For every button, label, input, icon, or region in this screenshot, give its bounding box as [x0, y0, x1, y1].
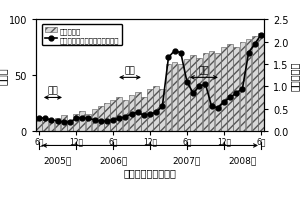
Bar [80, 111, 85, 131]
Bar [85, 115, 91, 131]
Text: 植え付け後経過年月: 植え付け後経過年月 [124, 167, 176, 177]
Text: 雨季: 雨季 [124, 66, 135, 75]
Bar [49, 122, 54, 131]
Bar [178, 65, 184, 131]
Text: 雨季: 雨季 [199, 66, 209, 75]
Bar [36, 120, 42, 131]
Bar [160, 89, 165, 131]
Bar [202, 54, 208, 131]
Bar [67, 120, 73, 131]
Bar [221, 48, 227, 131]
Bar [42, 120, 48, 131]
Text: 2005年: 2005年 [44, 156, 72, 165]
Bar [153, 87, 159, 131]
Bar [141, 98, 147, 131]
Bar [190, 56, 196, 131]
Bar [122, 100, 128, 131]
Bar [147, 89, 153, 131]
Bar [258, 34, 264, 131]
Bar [55, 118, 60, 131]
Bar [233, 48, 239, 131]
Text: 雨季: 雨季 [48, 86, 58, 95]
Bar [135, 93, 140, 131]
Bar [196, 59, 202, 131]
Bar [61, 116, 67, 131]
Bar [73, 115, 79, 131]
Bar [104, 103, 110, 131]
Bar [166, 65, 171, 131]
Legend: 感染樹率＊, 樹当たりミカンキジラミ成虫数: 感染樹率＊, 樹当たりミカンキジラミ成虫数 [42, 25, 122, 46]
Bar [110, 100, 116, 131]
Y-axis label: （頭／樹）: （頭／樹） [290, 61, 300, 90]
Bar [98, 107, 103, 131]
Bar [184, 60, 190, 131]
Text: 2007年: 2007年 [173, 156, 201, 165]
Bar [240, 42, 245, 131]
Bar [116, 98, 122, 131]
Bar [252, 37, 258, 131]
Text: 2008年: 2008年 [228, 156, 256, 165]
Bar [215, 54, 220, 131]
Bar [246, 40, 251, 131]
Bar [172, 62, 178, 131]
Bar [129, 96, 134, 131]
Text: 2006年: 2006年 [99, 156, 127, 165]
Bar [227, 45, 233, 131]
Bar [209, 51, 214, 131]
Y-axis label: （％）: （％） [0, 67, 7, 84]
Bar [92, 109, 98, 131]
